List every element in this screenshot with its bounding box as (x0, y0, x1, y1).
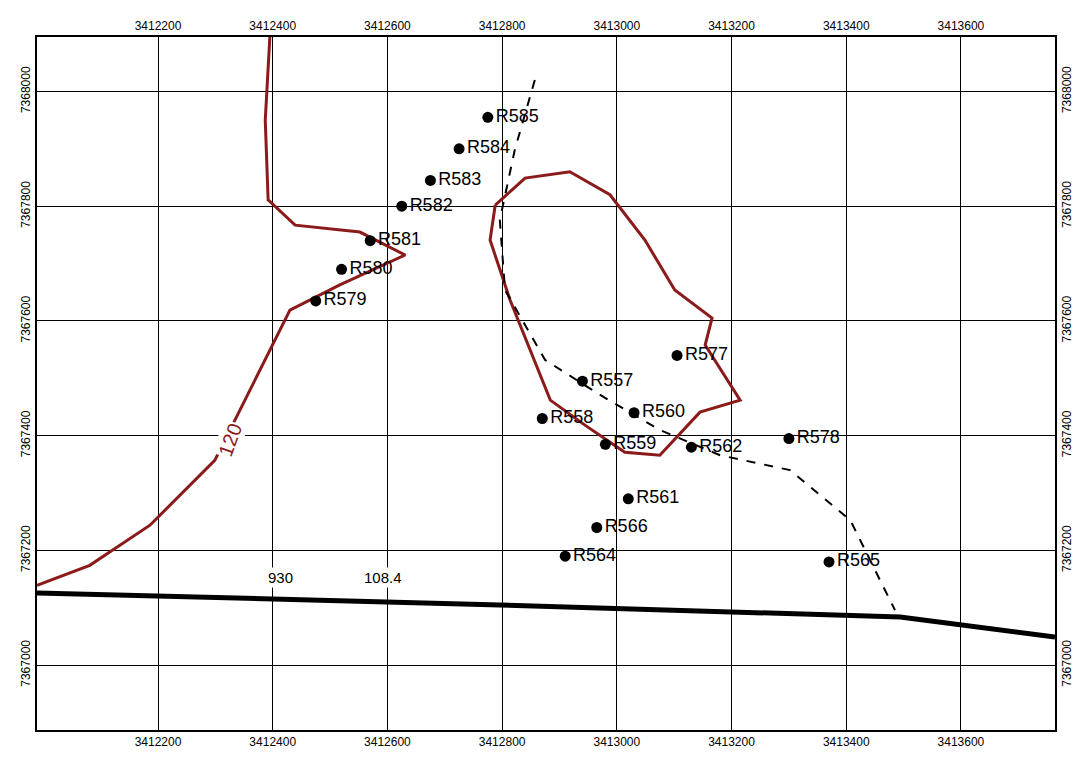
svg-text:3412600: 3412600 (364, 19, 411, 33)
svg-text:3413400: 3413400 (823, 19, 870, 33)
svg-text:R577: R577 (685, 344, 728, 364)
svg-text:R562: R562 (699, 436, 742, 456)
svg-text:7367000: 7367000 (1060, 640, 1074, 687)
svg-text:7367400: 7367400 (19, 410, 33, 457)
svg-text:R559: R559 (613, 433, 656, 453)
svg-text:R581: R581 (378, 229, 421, 249)
svg-text:R584: R584 (467, 137, 510, 157)
svg-text:3412200: 3412200 (135, 735, 182, 749)
svg-text:7367800: 7367800 (1060, 181, 1074, 228)
svg-text:R561: R561 (636, 487, 679, 507)
svg-text:3413400: 3413400 (823, 735, 870, 749)
svg-text:3413600: 3413600 (938, 735, 985, 749)
svg-text:R566: R566 (605, 516, 648, 536)
svg-text:108.4: 108.4 (364, 569, 402, 586)
svg-text:R558: R558 (550, 407, 593, 427)
svg-text:3412800: 3412800 (479, 735, 526, 749)
svg-text:3412600: 3412600 (364, 735, 411, 749)
svg-text:3413000: 3413000 (593, 735, 640, 749)
svg-text:3413000: 3413000 (593, 19, 640, 33)
svg-text:R560: R560 (642, 401, 685, 421)
svg-text:7367800: 7367800 (19, 181, 33, 228)
svg-text:3412400: 3412400 (249, 19, 296, 33)
svg-text:3412200: 3412200 (135, 19, 182, 33)
svg-text:7367200: 7367200 (1060, 525, 1074, 572)
svg-text:7368000: 7368000 (19, 66, 33, 113)
svg-text:R564: R564 (573, 545, 616, 565)
svg-text:3413600: 3413600 (938, 19, 985, 33)
svg-text:7367200: 7367200 (19, 525, 33, 572)
svg-text:R557: R557 (590, 370, 633, 390)
svg-text:R579: R579 (324, 289, 367, 309)
svg-text:7367000: 7367000 (19, 640, 33, 687)
svg-text:3413200: 3413200 (708, 735, 755, 749)
svg-text:3412400: 3412400 (249, 735, 296, 749)
svg-text:R565: R565 (837, 550, 880, 570)
svg-text:R583: R583 (438, 169, 481, 189)
svg-text:R582: R582 (410, 195, 453, 215)
svg-text:7367600: 7367600 (19, 295, 33, 342)
svg-text:930: 930 (268, 569, 293, 586)
svg-text:R585: R585 (496, 106, 539, 126)
svg-text:7367600: 7367600 (1060, 295, 1074, 342)
svg-text:120: 120 (214, 420, 246, 459)
svg-text:R580: R580 (349, 258, 392, 278)
svg-text:7368000: 7368000 (1060, 66, 1074, 113)
svg-text:7367400: 7367400 (1060, 410, 1074, 457)
svg-text:3413200: 3413200 (708, 19, 755, 33)
svg-text:3412800: 3412800 (479, 19, 526, 33)
svg-text:R578: R578 (797, 427, 840, 447)
